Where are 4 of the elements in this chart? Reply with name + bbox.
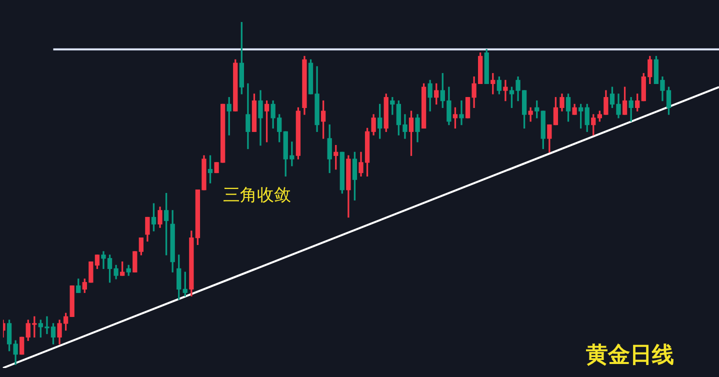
candlestick [70, 285, 74, 317]
annotation: 黄金日线 [584, 342, 674, 368]
candlestick [132, 251, 138, 272]
annotation: 三角收敛 [222, 185, 291, 206]
